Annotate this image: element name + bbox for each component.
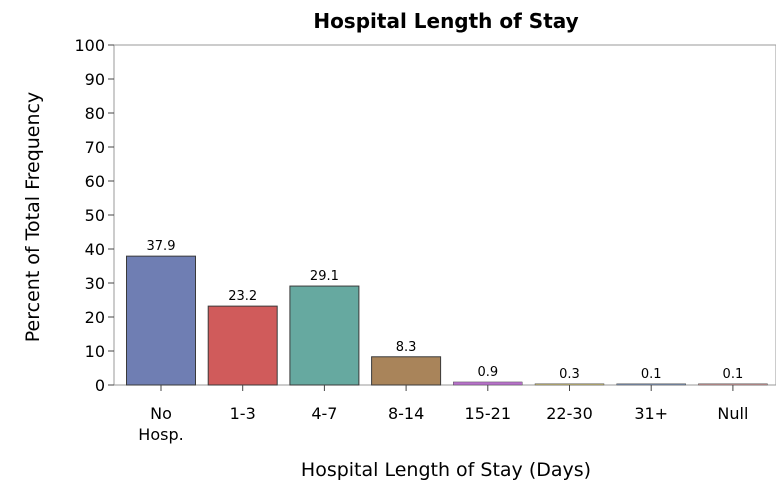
y-tick-label: 40	[85, 240, 105, 259]
x-tick-label: 1-3	[230, 404, 256, 423]
y-tick-label: 30	[85, 274, 105, 293]
x-tick-label: 31+	[634, 404, 668, 423]
bar	[207, 305, 278, 386]
bar	[698, 383, 768, 386]
data-label: 0.1	[641, 367, 662, 382]
x-tick-label: 4-7	[311, 404, 337, 423]
x-axis: No Hosp. 1-3 4-7 8-14 15-21 22-30 31+ Null	[138, 385, 748, 444]
x-tick-label: 8-14	[388, 404, 424, 423]
data-label: 0.9	[477, 365, 498, 380]
bars: 37.9 23.2 29.1 8.3 0.9 0.3 0.1 0.1	[126, 239, 768, 386]
data-label: 8.3	[396, 340, 417, 355]
data-label: 23.2	[228, 289, 257, 304]
y-tick-label: 80	[85, 104, 105, 123]
x-tick-label: 15-21	[465, 404, 512, 423]
x-tick-label: Null	[717, 404, 748, 423]
y-tick-label: 60	[85, 172, 105, 191]
y-axis-label: Percent of Total Frequency	[22, 92, 44, 342]
y-tick-label: 50	[85, 206, 105, 225]
data-label: 29.1	[310, 269, 339, 284]
x-tick-label: 22-30	[546, 404, 593, 423]
bar	[453, 381, 523, 386]
y-tick-label: 20	[85, 308, 105, 327]
bar	[371, 356, 442, 386]
y-tick-label: 10	[85, 342, 105, 361]
bar	[126, 255, 196, 386]
x-tick-label: Hosp.	[138, 425, 183, 444]
data-label: 37.9	[147, 239, 176, 254]
data-label: 0.3	[559, 367, 580, 382]
bar	[534, 383, 605, 386]
y-tick-label: 90	[85, 70, 105, 89]
x-tick-label: No	[150, 404, 172, 423]
y-axis: 0 10 20 30 40 50 60 70 80 90 100	[74, 36, 114, 395]
bar	[616, 383, 686, 386]
chart-title: Hospital Length of Stay	[313, 9, 578, 33]
y-tick-label: 0	[95, 376, 105, 395]
y-tick-label: 100	[74, 36, 105, 55]
x-axis-label: Hospital Length of Stay (Days)	[301, 459, 591, 481]
data-label: 0.1	[723, 367, 744, 382]
bar	[289, 285, 360, 386]
y-tick-label: 70	[85, 138, 105, 157]
